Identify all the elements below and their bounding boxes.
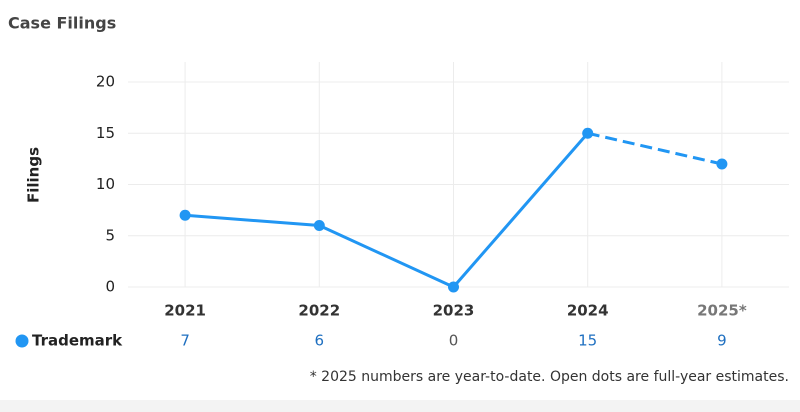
y-tick-label: 5 — [105, 226, 115, 244]
legend-swatch — [15, 334, 29, 348]
table-value: 15 — [578, 332, 597, 350]
bottom-band — [0, 400, 800, 412]
footnote: * 2025 numbers are year-to-date. Open do… — [310, 369, 789, 385]
x-tick-label: 2021 — [164, 302, 206, 320]
data-point — [716, 158, 728, 170]
x-tick-label: 2022 — [298, 302, 340, 320]
series-line-estimate — [587, 131, 723, 166]
legend-label: Trademark — [32, 332, 123, 350]
table-value: 7 — [180, 332, 190, 350]
table-value: 9 — [717, 332, 727, 350]
table-value: 6 — [315, 332, 325, 350]
y-tick-label: 20 — [96, 73, 115, 91]
data-point — [179, 209, 191, 221]
data-point — [448, 281, 459, 293]
data-point — [582, 127, 594, 139]
y-tick-label: 15 — [96, 124, 115, 142]
y-tick-label: 10 — [96, 175, 115, 193]
x-tick-label: 2025* — [697, 302, 747, 320]
series-line — [184, 132, 589, 289]
y-axis-label: Filings — [25, 147, 43, 203]
table-value: 0 — [449, 332, 459, 350]
chart-title: Case Filings — [8, 14, 116, 33]
x-tick-label: 2024 — [567, 302, 609, 320]
data-point — [313, 220, 325, 231]
y-tick-label: 0 — [105, 278, 115, 296]
x-tick-label: 2023 — [433, 302, 475, 320]
